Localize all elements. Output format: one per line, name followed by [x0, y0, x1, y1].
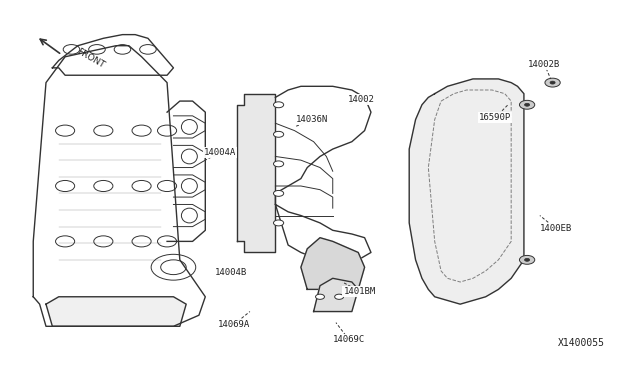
Circle shape [520, 100, 535, 109]
Text: 14002B: 14002B [528, 60, 561, 69]
Circle shape [545, 78, 560, 87]
Text: 14004A: 14004A [204, 148, 236, 157]
Circle shape [273, 190, 284, 196]
Text: 14002: 14002 [348, 95, 375, 104]
Polygon shape [46, 297, 186, 326]
Circle shape [520, 256, 535, 264]
Text: 14069A: 14069A [218, 320, 250, 329]
Polygon shape [409, 79, 524, 304]
Circle shape [273, 102, 284, 108]
Circle shape [525, 103, 530, 106]
Text: 14036N: 14036N [296, 115, 328, 124]
Text: X1400055: X1400055 [558, 338, 605, 348]
Circle shape [273, 131, 284, 137]
Text: 14069C: 14069C [333, 335, 365, 344]
Polygon shape [301, 238, 365, 289]
Text: 14004B: 14004B [214, 268, 247, 277]
Text: 16590P: 16590P [479, 113, 511, 122]
Circle shape [273, 161, 284, 167]
Circle shape [525, 259, 530, 261]
Circle shape [273, 220, 284, 226]
Circle shape [316, 294, 324, 299]
Circle shape [335, 294, 344, 299]
Text: FRONT: FRONT [75, 47, 106, 70]
Text: 1401BM: 1401BM [344, 287, 376, 296]
Polygon shape [314, 278, 358, 311]
Text: 1400EB: 1400EB [540, 224, 572, 233]
Polygon shape [237, 94, 275, 253]
Circle shape [550, 81, 555, 84]
